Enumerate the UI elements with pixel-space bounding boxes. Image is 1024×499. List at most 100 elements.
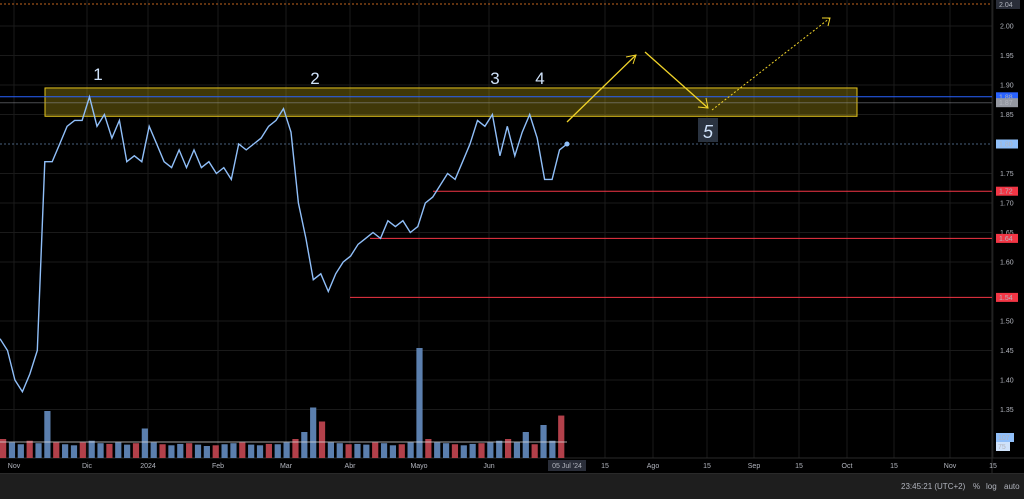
volume-bar [44,411,51,458]
volume-bar [168,445,175,458]
volume-bar [230,443,237,458]
volume-bar [301,432,308,458]
volume-bar [186,443,193,458]
x-tick-label: Jun [483,463,494,470]
x-tick-label: 15 [890,463,898,470]
volume-bar [8,442,16,458]
volume-bar [212,445,219,458]
bottom-toolbar: 23:45:21 (UTC+2) % log auto [0,473,1024,499]
volume-bar [558,415,565,458]
x-tick-label: Dic [82,463,93,470]
clock: 23:45:21 (UTC+2) [901,482,966,491]
volume-bar [274,444,281,458]
y-tick-label: 1.75 [1000,171,1014,178]
price-level-label: 1.54 [999,295,1013,302]
wave-label: 5 [703,122,714,142]
volume-bar [53,442,60,458]
volume-bar [407,442,414,458]
volume-bar [203,446,210,458]
price-level-tag [996,233,1018,243]
volume-bar [549,440,556,458]
auto-toggle[interactable]: auto [1004,482,1020,491]
y-tick-label: 1.50 [1000,319,1014,326]
x-tick-label: Mar [280,463,293,470]
volume-bar [97,443,104,458]
volume-bar [159,444,166,458]
volume-bar [487,442,494,458]
volume-bar [434,442,441,458]
volume-ma-label: 75 [998,444,1006,451]
volume-bar [318,421,326,458]
volume-bar [35,443,42,458]
y-tick-label: 1.65 [1000,230,1014,237]
x-tick-label: Oct [842,463,853,470]
volume-bar [0,439,7,458]
volume-bar [540,425,547,458]
arrow-head [822,17,831,27]
volume-bar [124,444,131,458]
volume-bar [17,444,24,458]
price-level-tag [996,92,1018,102]
price-chart[interactable]: 2.00 1.95 1.90 1.85 1.75 1.70 1.65 1.60 1.50 1.45… [0,0,1024,473]
volume-bar [310,407,317,458]
price-level-tag [996,292,1018,302]
volume-label: 107 [998,435,1010,442]
volume-bar [363,444,370,458]
top-price-label: 2.04 [999,2,1013,9]
projection-arrow [644,51,709,109]
price-level-tag [996,139,1018,149]
volume-bar [372,442,379,458]
price-level-label: 1.72 [999,189,1013,196]
volume-bar [115,442,122,458]
x-tick-label: Feb [212,463,224,470]
price-level-label: 1.87 [999,100,1013,107]
last-price-dot [564,141,570,147]
volume-bar [460,445,467,458]
volume-bar [256,445,264,458]
y-tick-label: 1.40 [1000,378,1014,385]
volume-bar [106,443,113,458]
volume-bar [283,442,290,458]
volume-tag [996,433,1014,442]
wave-label: 2 [310,69,319,88]
y-tick-label: 1.45 [1000,348,1014,355]
x-tick-label: Nov [8,463,21,470]
volume-bar [354,443,361,458]
y-tick-label: 1.60 [1000,260,1014,267]
x-tick-label: Ago [647,463,660,470]
volume-bar [496,440,503,458]
volume-bar [292,439,299,458]
volume-bar [26,440,33,458]
x-tick-label: 2024 [140,463,156,470]
volume-bar [513,442,521,458]
x-tick-label: 15 [703,463,711,470]
x-tick-label: Nov [944,463,957,470]
x-tick-label: 15 [601,463,609,470]
volume-bar [416,348,423,458]
price-level-tag [996,98,1018,108]
volume-bar [150,442,157,458]
price-level-tag [996,186,1018,196]
volume-bar [531,444,538,458]
percent-toggle[interactable]: % [973,482,981,491]
volume-ma-tag [996,442,1010,451]
volume-bar [239,442,246,458]
x-tick-label: Abr [345,463,357,470]
volume-bar [141,428,148,458]
volume-bar [70,445,78,458]
y-tick-label: 2.00 [1000,24,1014,31]
log-toggle[interactable]: log [986,482,997,491]
wave-label: 1 [93,65,102,84]
price-line [0,94,568,394]
volume-bar [451,444,459,458]
price-level-label: 1.64 [999,236,1013,243]
volume-bar [469,443,476,458]
volume-bar [345,444,352,458]
volume-bar [442,443,450,458]
top-price-tag [996,0,1020,9]
price-level-label: 1.80 [999,142,1013,149]
wave-label: 4 [535,69,544,88]
volume-bar [504,439,512,458]
volume-bar [425,439,432,458]
